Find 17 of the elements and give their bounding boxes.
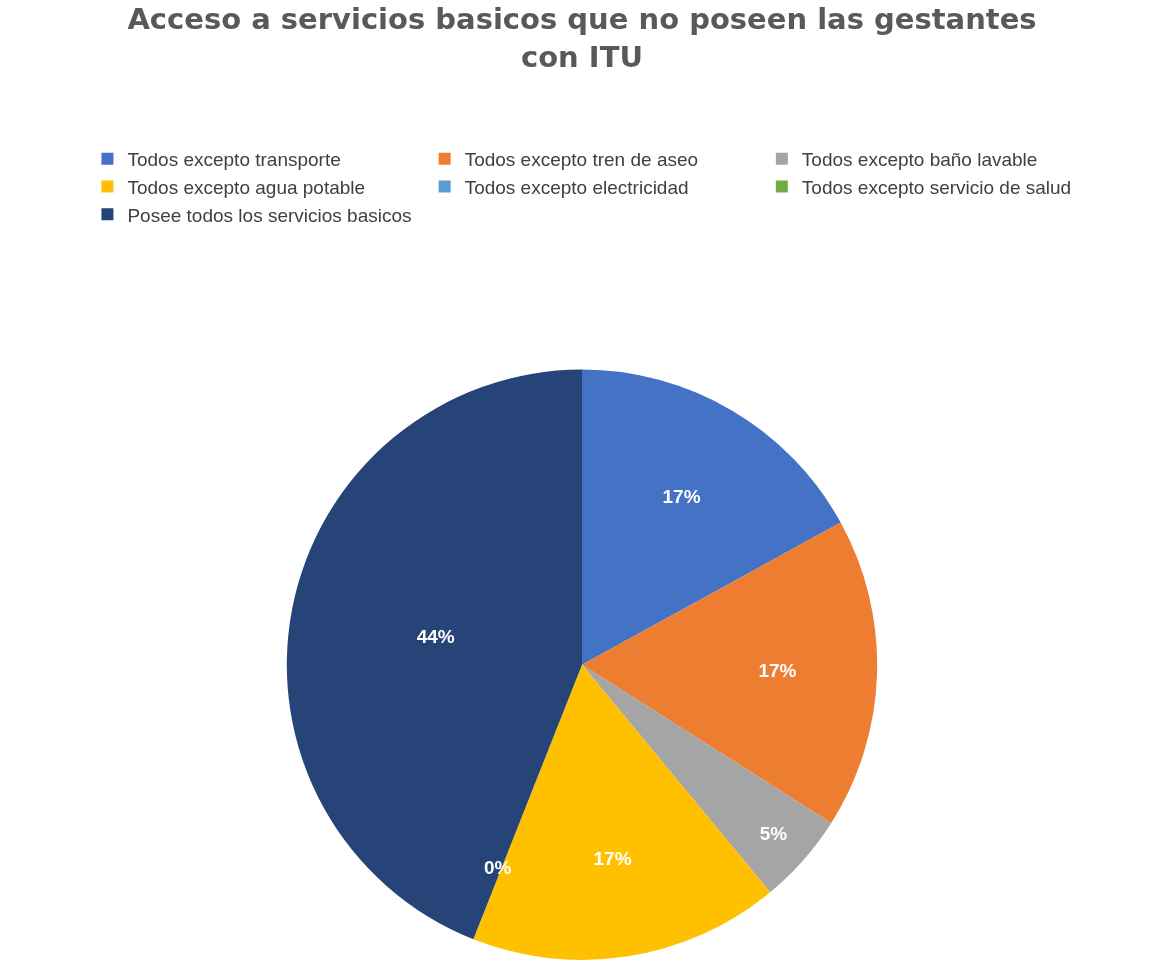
legend-label: Todos excepto tren de aseo	[464, 149, 699, 171]
legend-label: Todos excepto servicio de salud	[801, 176, 1072, 198]
legend-label: Todos excepto baño lavable	[801, 149, 1038, 171]
data-label: 5%	[759, 823, 788, 845]
legend-label: Todos excepto transporte	[127, 149, 341, 171]
chart-title: Acceso a servicios basicos que no poseen las gestantes con ITU	[127, 2, 1037, 75]
pie-slice	[287, 369, 582, 940]
pie-slice	[582, 369, 841, 665]
data-label: 44%	[416, 626, 455, 648]
pie-slice	[582, 522, 878, 823]
legend-label: Todos excepto agua potable	[127, 176, 366, 198]
data-label: 17%	[593, 847, 632, 869]
data-label: 17%	[662, 485, 701, 507]
data-label: 17%	[758, 660, 797, 682]
pie-slice	[582, 664, 832, 893]
legend-label: Todos excepto electricidad	[464, 176, 689, 198]
legend-label: Posee todos los servicios basicos	[127, 204, 412, 226]
